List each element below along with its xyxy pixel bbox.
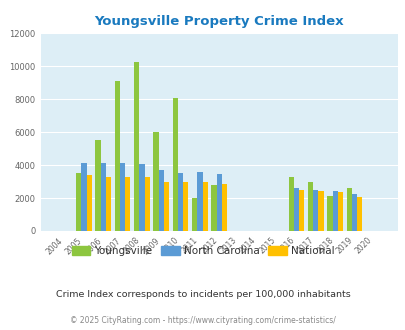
Bar bbox=[197, 172, 202, 231]
Bar bbox=[293, 188, 298, 231]
Title: Youngsville Property Crime Index: Youngsville Property Crime Index bbox=[94, 15, 343, 28]
Bar bbox=[139, 164, 144, 231]
Bar bbox=[106, 177, 111, 231]
Bar bbox=[332, 191, 337, 231]
Bar bbox=[125, 178, 130, 231]
Bar bbox=[115, 81, 120, 231]
Bar bbox=[313, 190, 318, 231]
Bar bbox=[356, 197, 361, 231]
Bar bbox=[326, 196, 332, 231]
Bar bbox=[173, 98, 177, 231]
Text: Crime Index corresponds to incidents per 100,000 inhabitants: Crime Index corresponds to incidents per… bbox=[55, 290, 350, 299]
Legend: Youngsville, North Carolina, National: Youngsville, North Carolina, National bbox=[67, 242, 338, 260]
Bar bbox=[86, 175, 92, 231]
Bar bbox=[81, 163, 86, 231]
Bar bbox=[120, 163, 125, 231]
Text: © 2025 CityRating.com - https://www.cityrating.com/crime-statistics/: © 2025 CityRating.com - https://www.city… bbox=[70, 316, 335, 325]
Bar bbox=[221, 184, 226, 231]
Bar bbox=[211, 185, 216, 231]
Bar bbox=[164, 182, 169, 231]
Bar bbox=[216, 174, 221, 231]
Bar bbox=[100, 163, 106, 231]
Bar bbox=[76, 173, 81, 231]
Bar bbox=[288, 178, 293, 231]
Bar bbox=[346, 188, 351, 231]
Bar bbox=[318, 191, 323, 231]
Bar bbox=[183, 182, 188, 231]
Bar bbox=[307, 182, 313, 231]
Bar bbox=[202, 182, 207, 231]
Bar bbox=[95, 140, 100, 231]
Bar bbox=[192, 198, 197, 231]
Bar bbox=[158, 170, 164, 231]
Bar bbox=[337, 192, 342, 231]
Bar bbox=[153, 132, 158, 231]
Bar bbox=[134, 62, 139, 231]
Bar bbox=[298, 190, 304, 231]
Bar bbox=[144, 178, 149, 231]
Bar bbox=[177, 173, 183, 231]
Bar bbox=[351, 194, 356, 231]
